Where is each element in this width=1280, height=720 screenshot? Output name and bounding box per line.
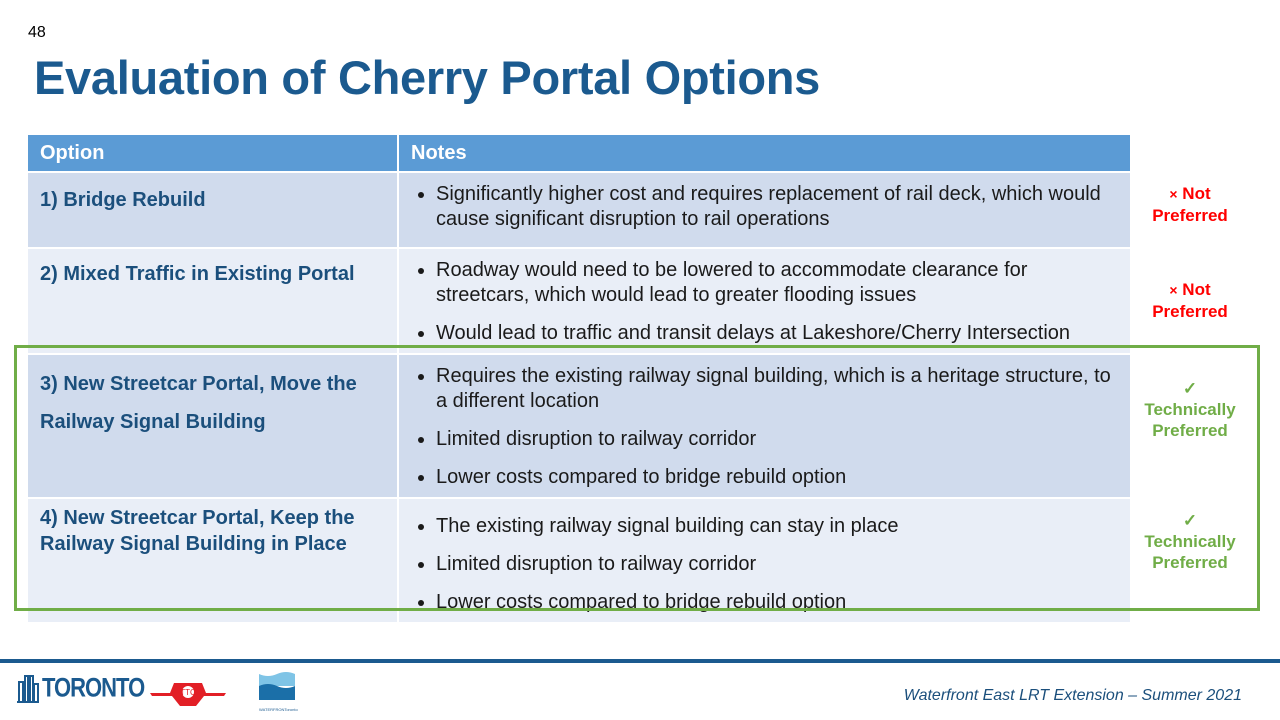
note: Limited disruption to railway corridor [436, 427, 1119, 452]
table-row: 4) New Streetcar Portal, Keep the Railwa… [28, 499, 1130, 622]
status-badge: ✓ Technically Preferred [1130, 510, 1250, 573]
note: Roadway would need to be lowered to acco… [436, 258, 1119, 308]
status-badge: × Not Preferred [1152, 280, 1228, 321]
status-badge: × Not Preferred [1152, 184, 1228, 225]
options-table: Option Notes 1) Bridge Rebuild Significa… [28, 133, 1130, 624]
note: Would lead to traffic and transit delays… [436, 321, 1119, 346]
note: Significantly higher cost and requires r… [436, 182, 1119, 232]
option-name: 3) New Streetcar Portal, Move the Railwa… [28, 355, 399, 497]
note: The existing railway signal building can… [436, 514, 1119, 539]
note: Requires the existing railway signal bui… [436, 364, 1119, 414]
city-hall-icon [17, 675, 39, 703]
option-name: 1) Bridge Rebuild [28, 173, 399, 247]
header-notes: Notes [399, 135, 1130, 171]
table-header: Option Notes [28, 135, 1130, 171]
header-option: Option [28, 135, 399, 171]
svg-text:TTC: TTC [180, 688, 196, 697]
note: Lower costs compared to bridge rebuild o… [436, 465, 1119, 490]
note: Limited disruption to railway corridor [436, 552, 1119, 577]
x-icon: × [1169, 282, 1178, 298]
check-icon: ✓ [1182, 379, 1198, 398]
status-badge: ✓ Technically Preferred [1130, 378, 1250, 441]
preferred-options-highlight [14, 345, 1260, 611]
notes-cell: Requires the existing railway signal bui… [399, 355, 1130, 497]
notes-cell: The existing railway signal building can… [399, 499, 1130, 622]
waterfront-toronto-logo: WATERFRONToronto [259, 672, 298, 712]
ttc-logo: TTC [150, 682, 226, 711]
table-row: 3) New Streetcar Portal, Move the Railwa… [28, 355, 1130, 497]
notes-cell: Roadway would need to be lowered to acco… [399, 249, 1130, 353]
x-icon: × [1169, 186, 1178, 202]
footer-text: Waterfront East LRT Extension – Summer 2… [903, 687, 1242, 704]
option-name: 4) New Streetcar Portal, Keep the Railwa… [28, 499, 399, 622]
notes-cell: Significantly higher cost and requires r… [399, 173, 1130, 247]
page-number: 48 [28, 24, 46, 41]
page-title: Evaluation of Cherry Portal Options [34, 51, 820, 104]
footer-divider [0, 659, 1280, 663]
toronto-logo: TORONTO [17, 672, 145, 704]
option-name: 2) Mixed Traffic in Existing Portal [28, 249, 399, 353]
table-row: 2) Mixed Traffic in Existing Portal Road… [28, 249, 1130, 353]
table-row: 1) Bridge Rebuild Significantly higher c… [28, 173, 1130, 247]
check-icon: ✓ [1182, 511, 1198, 530]
note: Lower costs compared to bridge rebuild o… [436, 590, 1119, 615]
